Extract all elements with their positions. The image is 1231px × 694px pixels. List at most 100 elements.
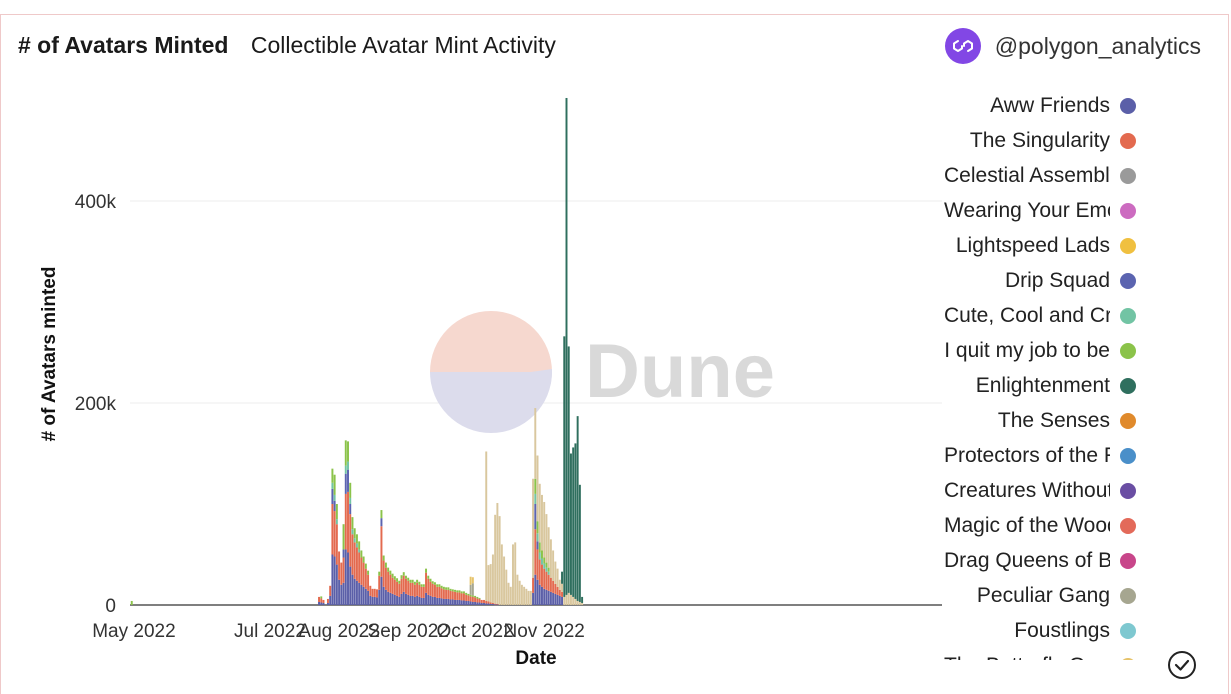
bar-foustlings[interactable] <box>576 600 579 605</box>
bar-cute-cool-and-creepy[interactable] <box>536 533 539 542</box>
bar-aww-friends[interactable] <box>433 596 436 605</box>
bar-i-quit-my-job-to-be[interactable] <box>393 576 396 580</box>
bar-drip-squad[interactable] <box>342 549 345 558</box>
bar-foustlings[interactable] <box>543 501 546 558</box>
bar-the-butterfly-garden[interactable] <box>471 577 474 584</box>
bar-aww-friends[interactable] <box>407 594 410 605</box>
bar-aww-friends[interactable] <box>371 596 374 605</box>
bar-aww-friends[interactable] <box>398 596 401 605</box>
bar-the-singularity[interactable] <box>355 547 358 581</box>
bar-the-singularity[interactable] <box>458 592 461 600</box>
legend-item[interactable]: Cute, Cool and Creepy <box>944 298 1184 333</box>
bar-foustlings[interactable] <box>523 586 526 605</box>
bar-aww-friends[interactable] <box>449 599 452 605</box>
bar-i-quit-my-job-to-be[interactable] <box>474 595 477 598</box>
bar-drip-squad[interactable] <box>344 473 347 494</box>
bar-foustlings[interactable] <box>503 556 506 605</box>
brand[interactable]: @polygon_analytics <box>944 28 1201 64</box>
bar-aww-friends[interactable] <box>340 584 343 605</box>
bar-the-singularity[interactable] <box>416 582 419 596</box>
bar-i-quit-my-job-to-be[interactable] <box>349 482 352 498</box>
bar-aww-friends[interactable] <box>494 604 497 606</box>
bar-the-singularity[interactable] <box>442 589 445 599</box>
bar-foustlings[interactable] <box>507 582 510 605</box>
check-circle-icon[interactable] <box>1167 650 1197 680</box>
bar-foustlings[interactable] <box>549 539 552 578</box>
bar-foustlings[interactable] <box>527 590 530 605</box>
bar-foustlings[interactable] <box>487 565 490 602</box>
bar-foustlings[interactable] <box>541 494 543 551</box>
bar-the-singularity[interactable] <box>340 562 343 585</box>
bar-aww-friends[interactable] <box>458 599 461 605</box>
bar-aww-friends[interactable] <box>483 602 485 605</box>
bar-the-singularity[interactable] <box>347 491 349 553</box>
legend-item[interactable]: Enlightenment <box>944 368 1184 403</box>
bar-foustlings[interactable] <box>496 502 499 604</box>
bar-i-quit-my-job-to-be[interactable] <box>541 550 543 559</box>
bar-i-quit-my-job-to-be[interactable] <box>431 581 434 584</box>
bar-foustlings[interactable] <box>547 527 550 568</box>
bar-i-quit-my-job-to-be[interactable] <box>467 593 470 596</box>
bar-aww-friends[interactable] <box>400 593 403 605</box>
bar-foustlings[interactable] <box>514 542 517 605</box>
bar-the-singularity[interactable] <box>387 571 390 592</box>
bar-aww-friends[interactable] <box>322 602 325 605</box>
bar-aww-friends[interactable] <box>451 599 454 605</box>
bar-i-quit-my-job-to-be[interactable] <box>465 592 468 595</box>
bar-drip-squad[interactable] <box>534 504 537 530</box>
bar-the-singularity[interactable] <box>543 568 546 589</box>
bar-aww-friends[interactable] <box>326 602 329 605</box>
bar-aww-friends[interactable] <box>373 596 376 605</box>
bar-the-singularity[interactable] <box>438 586 441 598</box>
bar-the-singularity[interactable] <box>362 562 365 587</box>
bar-cute-cool-and-creepy[interactable] <box>344 465 347 474</box>
bar-foustlings[interactable] <box>494 514 497 604</box>
bar-i-quit-my-job-to-be[interactable] <box>400 575 403 579</box>
bar-i-quit-my-job-to-be[interactable] <box>407 577 410 581</box>
bar-i-quit-my-job-to-be[interactable] <box>364 563 367 569</box>
bar-i-quit-my-job-to-be[interactable] <box>389 570 392 575</box>
bar-foustlings[interactable] <box>574 598 577 605</box>
bar-the-singularity[interactable] <box>489 602 492 604</box>
bar-enlightenment[interactable] <box>576 416 579 601</box>
bar-drip-squad[interactable] <box>331 488 334 504</box>
bar-aww-friends[interactable] <box>396 595 399 605</box>
bar-drip-squad[interactable] <box>380 518 383 527</box>
bar-aww-friends[interactable] <box>405 593 407 605</box>
bar-i-quit-my-job-to-be[interactable] <box>471 595 474 597</box>
bar-the-singularity[interactable] <box>318 596 320 602</box>
legend-item[interactable]: Peculiar Gang <box>944 578 1184 613</box>
bar-the-singularity[interactable] <box>456 592 459 600</box>
legend-item[interactable]: Creatures Without <box>944 473 1184 508</box>
bar-cute-cool-and-creepy[interactable] <box>331 482 334 489</box>
bar-aww-friends[interactable] <box>491 603 494 605</box>
bar-the-singularity[interactable] <box>552 580 555 593</box>
bar-i-quit-my-job-to-be[interactable] <box>409 579 412 583</box>
bar-i-quit-my-job-to-be[interactable] <box>445 587 448 590</box>
bar-aww-friends[interactable] <box>442 598 445 605</box>
bar-foustlings[interactable] <box>561 583 564 592</box>
bar-aww-friends[interactable] <box>387 591 390 605</box>
bar-foustlings[interactable] <box>489 564 492 603</box>
bar-i-quit-my-job-to-be[interactable] <box>333 474 336 495</box>
bar-aww-friends[interactable] <box>393 594 396 605</box>
bar-i-quit-my-job-to-be[interactable] <box>384 562 387 568</box>
bar-aww-friends[interactable] <box>389 592 392 605</box>
bar-cute-cool-and-creepy[interactable] <box>543 563 546 569</box>
bar-aww-friends[interactable] <box>547 590 550 605</box>
bar-the-singularity[interactable] <box>465 594 468 601</box>
bar-aww-friends[interactable] <box>556 594 559 605</box>
bar-aww-friends[interactable] <box>467 600 470 605</box>
bar-the-singularity[interactable] <box>547 574 550 591</box>
legend-item[interactable]: Drip Squad <box>944 263 1184 298</box>
bar-aww-friends[interactable] <box>489 603 492 605</box>
bar-aww-friends[interactable] <box>349 566 352 605</box>
bar-foustlings[interactable] <box>556 568 559 587</box>
bar-the-singularity[interactable] <box>367 574 370 591</box>
bar-aww-friends[interactable] <box>487 603 490 605</box>
bar-aww-friends[interactable] <box>496 604 499 606</box>
bar-i-quit-my-job-to-be[interactable] <box>387 567 390 572</box>
bar-cute-cool-and-creepy[interactable] <box>349 497 352 504</box>
bar-i-quit-my-job-to-be[interactable] <box>420 584 423 587</box>
bar-drip-squad[interactable] <box>536 541 539 550</box>
